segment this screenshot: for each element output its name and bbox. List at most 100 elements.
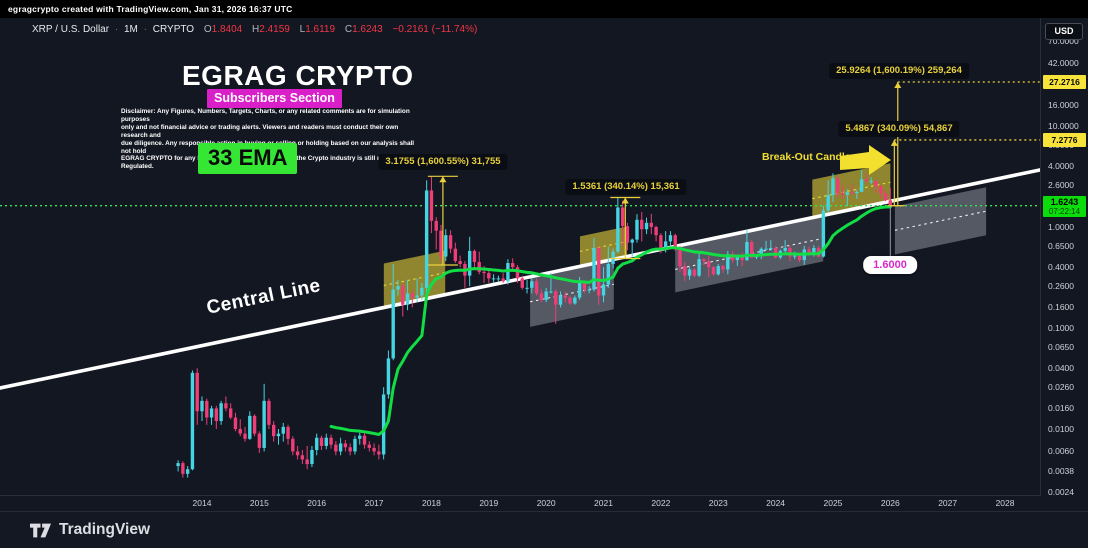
candle bbox=[224, 403, 228, 409]
candle bbox=[315, 437, 319, 451]
candle bbox=[334, 444, 338, 452]
subscribers-badge: Subscribers Section bbox=[207, 89, 342, 108]
candle bbox=[597, 247, 601, 296]
candle bbox=[458, 261, 462, 265]
price-tick-label: 0.1000 bbox=[1048, 323, 1074, 333]
ema-badge: 33 EMA bbox=[198, 143, 298, 174]
candle bbox=[654, 227, 658, 236]
price-tick-label: 0.0160 bbox=[1048, 403, 1074, 414]
open-letter: O bbox=[203, 24, 212, 35]
candle bbox=[444, 235, 448, 257]
close-letter: C bbox=[344, 24, 353, 35]
candle bbox=[496, 278, 501, 280]
candle bbox=[749, 242, 754, 258]
candle bbox=[850, 192, 854, 194]
time-axis[interactable]: 2014 2015 2016 2017 2018 2019 2020 2021 2022 2023… bbox=[0, 495, 1041, 511]
channel-midline bbox=[383, 272, 446, 287]
high-value: 2.4159 bbox=[259, 24, 290, 35]
candle bbox=[678, 248, 682, 267]
year-label: 2019 bbox=[479, 498, 499, 508]
price-tick-label: 0.4000 bbox=[1048, 262, 1074, 273]
close-value: 1.6243 bbox=[352, 24, 383, 35]
candle bbox=[625, 226, 630, 243]
tradingview-logo-icon bbox=[30, 523, 51, 537]
year-label: 2020 bbox=[536, 498, 556, 508]
candle bbox=[855, 191, 859, 194]
breakout-arrow-icon bbox=[840, 145, 891, 175]
candle bbox=[367, 444, 371, 448]
candle bbox=[620, 207, 625, 227]
candle bbox=[673, 235, 677, 249]
candle bbox=[319, 437, 324, 446]
candle bbox=[291, 438, 295, 452]
candle bbox=[343, 443, 348, 448]
price-tick-label: 0.2600 bbox=[1048, 281, 1074, 292]
price-tick-label: 0.0060 bbox=[1048, 446, 1074, 457]
currency-toggle-button[interactable]: USD bbox=[1045, 23, 1083, 40]
measurement-label: 5.4867 (340.09%) 54,867 bbox=[838, 121, 960, 137]
candle bbox=[286, 426, 290, 439]
price-tick-label: 70.0000 bbox=[1048, 35, 1079, 46]
candle bbox=[668, 235, 673, 242]
candle bbox=[554, 291, 558, 305]
candle bbox=[520, 278, 524, 288]
candle bbox=[558, 295, 563, 305]
candle bbox=[420, 287, 424, 296]
candle bbox=[611, 251, 615, 265]
symbol-name[interactable]: XRP / U.S. Dollar bbox=[32, 24, 110, 35]
candle bbox=[544, 291, 548, 300]
candle bbox=[472, 250, 477, 263]
candle bbox=[324, 437, 328, 446]
interval-label[interactable]: 1M bbox=[123, 24, 138, 35]
candle bbox=[606, 264, 610, 285]
candle bbox=[238, 429, 242, 434]
price-tick-label: 0.0400 bbox=[1048, 363, 1074, 374]
candlestick-chart[interactable] bbox=[0, 18, 1041, 495]
gray-channel bbox=[894, 187, 987, 255]
candle bbox=[219, 403, 223, 422]
price-tick-label: 0.0038 bbox=[1048, 466, 1074, 477]
legend-separator: · bbox=[114, 24, 119, 35]
candle bbox=[773, 247, 778, 258]
candle bbox=[697, 259, 701, 276]
price-tick-label: 16.0000 bbox=[1048, 100, 1079, 111]
candle bbox=[415, 295, 419, 298]
candle bbox=[482, 271, 486, 274]
year-label: 2015 bbox=[249, 498, 269, 508]
candle bbox=[745, 242, 749, 261]
chart-pane[interactable]: XRP / U.S. Dollar · 1M · CRYPTO O1.8404 … bbox=[0, 18, 1041, 495]
candle bbox=[831, 178, 835, 196]
year-label: 2021 bbox=[594, 498, 613, 508]
candle bbox=[348, 447, 352, 452]
candle bbox=[840, 193, 845, 195]
candle bbox=[310, 450, 314, 465]
candle bbox=[735, 256, 740, 261]
symbol-legend[interactable]: XRP / U.S. Dollar · 1M · CRYPTO O1.8404 … bbox=[32, 24, 477, 35]
candle bbox=[687, 269, 692, 276]
candle bbox=[358, 435, 362, 439]
target-price-label: 27.2716 bbox=[1043, 74, 1086, 89]
ema-line bbox=[329, 205, 892, 436]
candle bbox=[764, 248, 768, 250]
candle bbox=[338, 443, 343, 452]
candle bbox=[874, 180, 878, 187]
price-axis[interactable]: 70.000042.000016.000010.00006.50004.0000… bbox=[1041, 18, 1088, 511]
candle bbox=[185, 469, 190, 474]
tradingview-logo[interactable]: TradingView bbox=[30, 521, 150, 539]
candle bbox=[257, 433, 262, 448]
candle bbox=[487, 273, 491, 279]
arrow-up-icon bbox=[439, 176, 447, 183]
candle bbox=[659, 235, 663, 249]
low-value: 1.6119 bbox=[305, 24, 336, 35]
candle bbox=[401, 286, 405, 305]
arrow-up-icon bbox=[890, 139, 898, 146]
candle bbox=[386, 358, 391, 395]
price-tick-label: 42.0000 bbox=[1048, 58, 1079, 69]
candle bbox=[807, 249, 811, 253]
candle bbox=[300, 455, 305, 460]
arrow-up-icon bbox=[894, 81, 902, 88]
candle bbox=[214, 408, 219, 422]
candle bbox=[577, 282, 582, 298]
current-price-value: 1.6243 bbox=[1050, 196, 1079, 207]
candle bbox=[702, 259, 706, 262]
